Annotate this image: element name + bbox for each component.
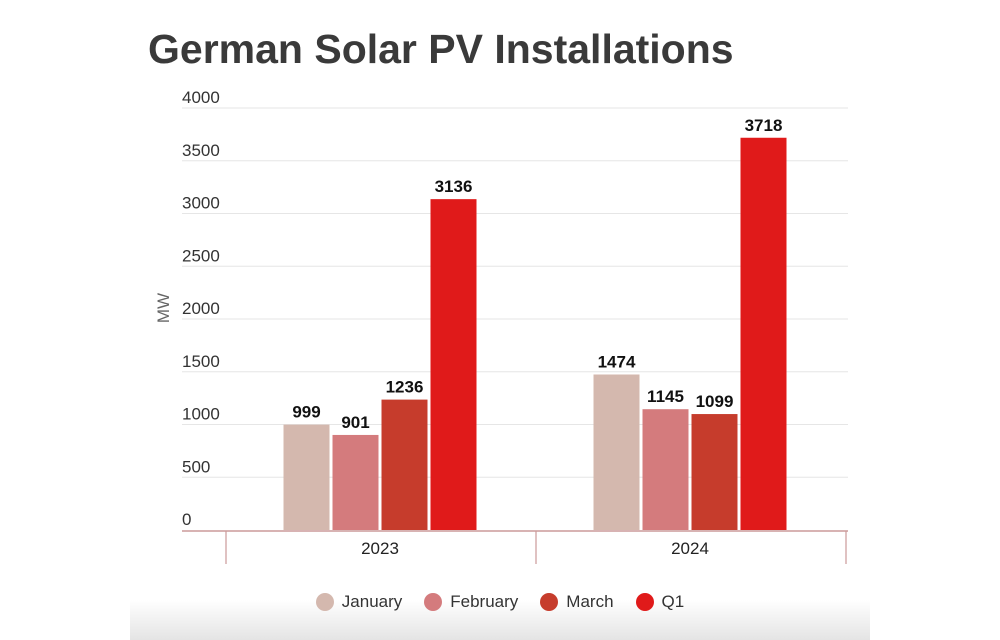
chart-title: German Solar PV Installations xyxy=(148,26,734,72)
data-label: 1145 xyxy=(647,387,684,406)
legend: January February March Q1 xyxy=(0,592,1000,612)
legend-label: March xyxy=(566,592,614,611)
data-label: 1236 xyxy=(386,378,424,397)
legend-swatch xyxy=(315,593,334,611)
gridlines xyxy=(182,107,848,478)
data-label: 1099 xyxy=(696,392,734,411)
data-label: 3136 xyxy=(435,177,473,196)
bar-2023-q1 xyxy=(430,199,477,531)
y-tick-label: 1000 xyxy=(182,405,220,424)
data-label: 1474 xyxy=(598,352,636,371)
x-category-label: 2024 xyxy=(671,539,709,558)
legend-item: February xyxy=(424,592,518,612)
legend-swatch xyxy=(424,593,443,611)
bar-2023-january xyxy=(283,424,330,530)
y-axis-ticks: 0 500 1000 1500 2000 2500 3000 3500 4000 xyxy=(182,88,220,529)
y-tick-label: 2000 xyxy=(182,299,220,318)
y-tick-label: 1500 xyxy=(182,352,220,371)
y-tick-label: 500 xyxy=(182,457,210,476)
y-tick-label: 2500 xyxy=(182,246,220,265)
bar-2024-march xyxy=(691,414,738,530)
bar-2023-february xyxy=(332,434,379,530)
y-tick-label: 4000 xyxy=(182,88,220,107)
bar-2024-january xyxy=(593,374,640,530)
bar-2024-q1 xyxy=(740,137,787,530)
legend-label: February xyxy=(450,592,519,611)
bar-2024-february xyxy=(642,409,689,530)
y-tick-label: 0 xyxy=(182,510,191,529)
data-label: 999 xyxy=(292,403,320,422)
legend-item: Q1 xyxy=(635,592,685,612)
data-label: 901 xyxy=(341,413,369,432)
x-category-label: 2023 xyxy=(361,539,399,558)
legend-item: January xyxy=(315,592,403,612)
footer-shadow xyxy=(130,600,870,640)
bar-2023-march xyxy=(381,399,428,530)
data-labels: 999 901 1236 3136 1474 1145 1099 3718 xyxy=(292,116,782,432)
data-label: 3718 xyxy=(745,116,783,135)
legend-item: March xyxy=(540,592,614,612)
legend-label: January xyxy=(341,592,403,611)
legend-swatch xyxy=(635,593,654,611)
y-axis-label: MW xyxy=(154,293,173,323)
bars xyxy=(283,137,787,531)
y-tick-label: 3000 xyxy=(182,194,220,213)
legend-label: Q1 xyxy=(661,592,685,611)
x-axis: 2023 2024 xyxy=(182,530,848,564)
y-tick-label: 3500 xyxy=(182,141,220,160)
legend-swatch xyxy=(540,593,559,611)
